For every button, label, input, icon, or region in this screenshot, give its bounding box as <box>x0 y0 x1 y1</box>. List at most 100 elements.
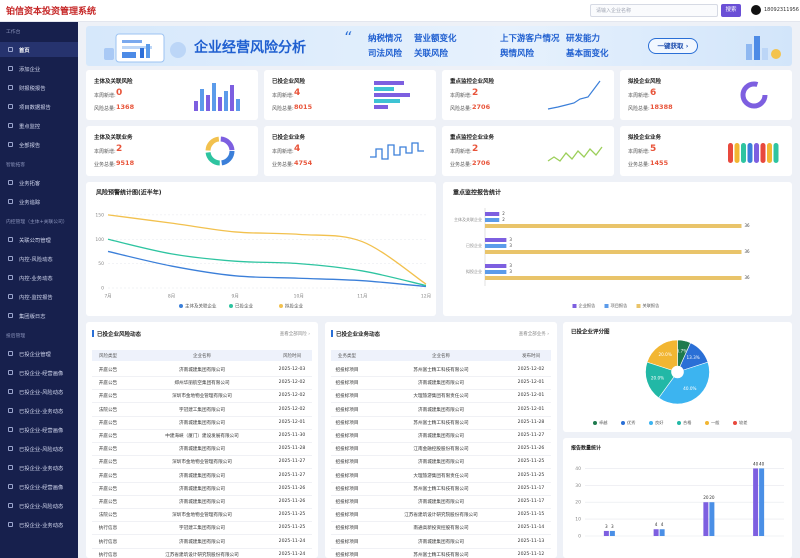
table-cell: 招投标项目 <box>335 539 359 545</box>
bar <box>659 529 665 536</box>
table-cell: 大理旅游集团有限责任公司 <box>413 473 469 479</box>
sidebar-item[interactable]: 已投企业-业务动态 <box>0 403 78 418</box>
view-all-link[interactable]: 查看全部风险 › <box>279 332 310 337</box>
sidebar-item[interactable]: 已投企业-业务动态 <box>0 517 78 532</box>
row-divider <box>92 494 312 496</box>
row-divider <box>92 508 312 509</box>
legend-label: 企业报告 <box>579 302 596 309</box>
data-label: 3 <box>509 243 512 248</box>
sidebar-item[interactable]: 业务拓客 <box>0 175 78 190</box>
sidebar-item-label: 内控-风险动态 <box>19 257 53 263</box>
menu-icon <box>8 142 13 147</box>
search-input[interactable]: 请输入企业名称 <box>590 4 718 17</box>
table-cell: 招投标项目 <box>335 407 359 413</box>
decor <box>374 81 404 85</box>
sidebar-item[interactable]: 内控-风险动态 <box>0 251 78 266</box>
table-cell: 宇冠建工集团有限公司 <box>179 407 225 413</box>
data-label: 3 <box>605 524 608 529</box>
data-label: 36 <box>745 275 751 280</box>
sidebar-item[interactable]: 已投企业-风险动态 <box>0 384 78 399</box>
bar <box>703 502 709 536</box>
table-header <box>92 350 312 361</box>
table-cell: 开庭公告 <box>98 394 118 400</box>
kpi-title: 主体及关联风险 <box>94 79 133 85</box>
sidebar-item[interactable]: 集团版日志 <box>0 308 78 323</box>
table-cell: 苏州富士精工科技有限公司 <box>413 368 469 373</box>
table-cell: 2025-11-28 <box>517 419 545 425</box>
bar <box>759 468 765 536</box>
header: 铂信资本投资管理系统 请输入企业名称 搜索 18092311956 <box>0 0 800 22</box>
table-card: 已投企业风险动态 查看全部风险 › 风险类型 企业名称 风险时间 开庭公告 济南城建集团有限… <box>86 322 318 558</box>
banner-button[interactable]: 一键获取 › <box>648 38 698 54</box>
decor <box>230 85 234 111</box>
decor <box>547 80 601 110</box>
data-label: 20.0% <box>659 352 672 357</box>
sidebar-item[interactable]: 业务追踪 <box>0 194 78 209</box>
row-divider <box>331 547 551 549</box>
data-label: 3 <box>509 269 512 274</box>
title-marker <box>331 330 333 337</box>
sidebar-item[interactable]: 已投企业-经营画像 <box>0 422 78 437</box>
sidebar-item[interactable]: 全部报告 <box>0 137 78 152</box>
legend-swatch <box>705 421 709 425</box>
legend-swatch <box>279 304 283 308</box>
menu-icon <box>8 237 13 242</box>
bar <box>485 224 742 228</box>
x-tick-label: 11月 <box>357 294 367 300</box>
y-tick-label: 0 <box>578 534 581 540</box>
sidebar-item[interactable]: 关联公司管理 <box>0 232 78 247</box>
table-cell: 2025-11-25 <box>278 525 306 531</box>
search-button[interactable]: 搜索 <box>721 4 741 17</box>
sidebar-item[interactable]: 已投企业-经营画像 <box>0 365 78 380</box>
sidebar-item[interactable]: 内控-业务动态 <box>0 270 78 285</box>
sidebar-item-label: 业务追踪 <box>19 200 41 206</box>
legend-label: 卓越 <box>599 419 608 426</box>
sidebar-item[interactable]: 内控-监控报告 <box>0 289 78 304</box>
sidebar-item[interactable]: 已投企业管理 <box>0 346 78 361</box>
data-label: 20 <box>709 495 715 500</box>
table-cell: 济南城建集团有限公司 <box>179 447 225 453</box>
sidebar-item[interactable]: 已投企业-业务动态 <box>0 460 78 475</box>
data-label: 3 <box>509 237 512 242</box>
data-label: 20 <box>703 495 709 500</box>
sidebar-item-label: 已投企业-风险动态 <box>19 504 64 510</box>
bar <box>709 502 715 536</box>
kpi-label: 本周新增: <box>94 149 116 155</box>
banner: “ 企业经营风险分析 纳税情况 营业额变化 上下游客户情况 研发能力 司法风险 关联风险 舆情… <box>86 26 792 66</box>
sidebar-item[interactable]: 已投企业-风险动态 <box>0 498 78 513</box>
view-all-link[interactable]: 查看全部业务 › <box>518 332 549 337</box>
decor <box>754 143 759 163</box>
data-label: 6.7% <box>677 348 688 353</box>
kpi-card: 主体及关联业务 本周新增: 2 业务总量: 9518 <box>86 126 258 176</box>
banner-keyword: 研发能力 <box>566 34 601 44</box>
sidebar-item[interactable]: 重点监控 <box>0 118 78 133</box>
x-tick-label: 10月 <box>294 294 304 300</box>
decor <box>547 146 603 162</box>
sidebar-item-label: 集团版日志 <box>19 314 46 320</box>
sidebar-item[interactable]: 添加企业 <box>0 61 78 76</box>
quote-mark: “ <box>344 28 353 47</box>
sidebar-item[interactable]: 项目数据报告 <box>0 99 78 114</box>
kpi-label: 业务总量: <box>450 162 472 168</box>
sidebar-item[interactable]: 已投企业-经营画像 <box>0 479 78 494</box>
table-cell: 2025-12-01 <box>517 380 545 386</box>
kpi-card: 拟投企业业务 本周新增: 5 业务总量: 1455 <box>620 126 792 176</box>
banner-keyword: 关联风险 <box>414 49 449 59</box>
sidebar-item[interactable]: 已投企业-风险动态 <box>0 441 78 456</box>
data-label: 2 <box>502 211 505 216</box>
table-cell: 法院公告 <box>98 407 118 413</box>
kpi-graphic <box>740 81 768 109</box>
column-header: 发布时间 <box>522 354 540 359</box>
data-label: 4 <box>655 522 658 527</box>
y-tick-label: 40 <box>575 466 581 472</box>
kpi-value: 9518 <box>116 159 135 167</box>
menu-icon <box>8 522 13 527</box>
data-label: 20.0% <box>651 375 664 380</box>
sidebar-item[interactable]: 首页 <box>0 42 78 57</box>
kpi-title: 已投企业风险 <box>272 79 306 85</box>
pie-chart: 已投企业评分图 6.7% 卓越 13.3% 优秀 40.0% 良好 20.0% 合格 20.0% 一… <box>571 328 747 427</box>
menu-icon <box>8 180 13 185</box>
table-cell: 招投标项目 <box>335 434 359 439</box>
sidebar-item[interactable]: 财报税报告 <box>0 80 78 95</box>
menu-icon <box>8 199 13 204</box>
